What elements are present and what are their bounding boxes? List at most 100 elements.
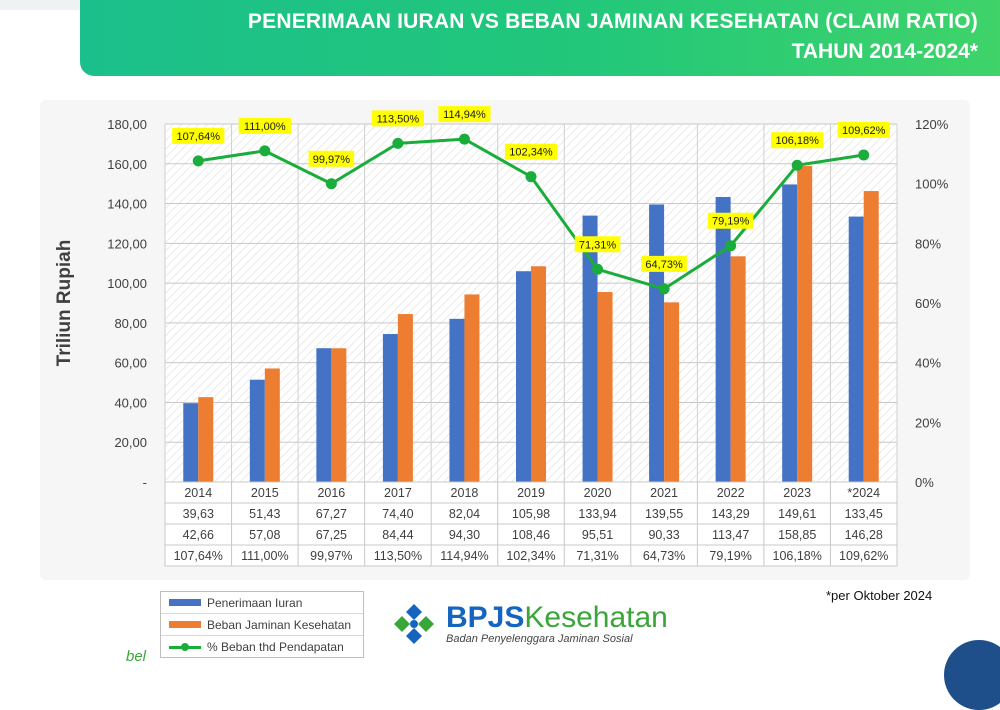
bar-iuran bbox=[649, 204, 665, 482]
ratio-point bbox=[192, 155, 204, 167]
table-cell-iuran: 133,45 bbox=[845, 507, 883, 521]
table-cell-iuran: 82,04 bbox=[449, 507, 480, 521]
corner-text: bel bbox=[126, 648, 147, 665]
y2-tick-label: 0% bbox=[915, 475, 934, 490]
ratio-point bbox=[791, 159, 803, 171]
ratio-label-box bbox=[707, 212, 754, 229]
x-tick-label: 2018 bbox=[451, 486, 479, 500]
y2-tick-label: 120% bbox=[915, 117, 949, 132]
ratio-label-box bbox=[771, 132, 824, 149]
bar-beban bbox=[730, 256, 746, 482]
table-cell-ratio: 99,97% bbox=[310, 549, 352, 563]
y2-tick-label: 60% bbox=[915, 296, 941, 311]
ratio-data-label: 71,31% bbox=[579, 239, 617, 251]
table-cell-beban: 113,47 bbox=[712, 528, 749, 542]
bpjs-logo: BPJSKesehatan Badan Penyelenggara Jamina… bbox=[392, 602, 668, 646]
bar-iuran bbox=[715, 197, 731, 482]
claim-ratio-chart: - 20,00 40,00 60,00 80,00 100,00 120,00 140,00 1… bbox=[54, 106, 949, 567]
x-tick-label: 2015 bbox=[251, 486, 279, 500]
ratio-point bbox=[592, 263, 604, 275]
bar-beban bbox=[464, 294, 480, 482]
ratio-point bbox=[525, 171, 537, 183]
bar-iuran bbox=[249, 379, 265, 482]
bar-beban bbox=[264, 368, 280, 482]
ratio-data-label: 114,94% bbox=[443, 109, 486, 121]
bar-beban bbox=[597, 292, 613, 482]
y-tick-label: 160,00 bbox=[107, 157, 147, 172]
x-tick-label: 2017 bbox=[384, 486, 412, 500]
x-tick-label: *2024 bbox=[847, 486, 880, 500]
table-cell-iuran: 67,27 bbox=[316, 507, 347, 521]
ratio-label-box bbox=[574, 236, 621, 253]
ratio-data-label: 106,18% bbox=[775, 135, 819, 147]
table-cell-beban: 42,66 bbox=[183, 528, 214, 542]
ratio-point bbox=[259, 145, 271, 157]
ratio-point bbox=[858, 149, 870, 161]
x-tick-label: 2014 bbox=[184, 486, 212, 500]
ratio-data-label: 107,64% bbox=[177, 131, 221, 143]
y-tick-label: 100,00 bbox=[107, 276, 147, 291]
legend-item-iuran: Penerimaan Iuran bbox=[161, 592, 363, 614]
table-cell-ratio: 109,62% bbox=[839, 549, 888, 563]
table-cell-beban: 146,28 bbox=[845, 528, 883, 542]
table-cell-iuran: 39,63 bbox=[183, 507, 214, 521]
table-cell-iuran: 74,40 bbox=[382, 507, 413, 521]
bar-iuran bbox=[316, 348, 332, 482]
table-cell-ratio: 64,73% bbox=[643, 549, 685, 563]
chart-subtitle: TAHUN 2014-2024* bbox=[791, 40, 978, 63]
table-cell-beban: 67,25 bbox=[316, 528, 347, 542]
bar-iuran bbox=[382, 334, 398, 482]
ratio-data-label: 79,19% bbox=[712, 216, 750, 228]
ratio-label-box bbox=[438, 106, 491, 123]
ratio-data-label: 102,34% bbox=[509, 147, 553, 159]
bar-iuran bbox=[848, 216, 864, 483]
ratio-data-label: 111,00% bbox=[244, 121, 286, 133]
legend-swatch-beban bbox=[169, 621, 201, 628]
bar-iuran bbox=[449, 318, 465, 482]
legend: Penerimaan Iuran Beban Jaminan Kesehatan… bbox=[160, 591, 364, 658]
table-cell-beban: 158,85 bbox=[778, 528, 816, 542]
logo-subtitle: Badan Penyelenggara Jaminan Sosial bbox=[446, 633, 633, 645]
y-tick-label: 20,00 bbox=[114, 435, 147, 450]
x-tick-label: 2019 bbox=[517, 486, 545, 500]
ratio-data-label: 113,50% bbox=[377, 113, 420, 125]
legend-item-ratio: % Beban thd Pendapatan bbox=[161, 636, 363, 657]
legend-item-beban: Beban Jaminan Kesehatan bbox=[161, 614, 363, 636]
y-tick-label: 40,00 bbox=[114, 395, 147, 410]
x-tick-label: 2022 bbox=[717, 486, 745, 500]
logo-name: BPJSKesehatan bbox=[446, 601, 668, 634]
y2-tick-label: 80% bbox=[915, 236, 941, 251]
legend-label-ratio: % Beban thd Pendapatan bbox=[207, 639, 344, 654]
table-cell-ratio: 107,64% bbox=[174, 549, 223, 563]
ratio-data-label: 109,62% bbox=[842, 125, 886, 137]
bar-iuran bbox=[582, 215, 598, 482]
table-cell-beban: 94,30 bbox=[449, 528, 480, 542]
table-cell-ratio: 71,31% bbox=[576, 549, 618, 563]
table-cell-ratio: 111,00% bbox=[241, 549, 289, 563]
top-decoration bbox=[0, 0, 80, 10]
table-cell-ratio: 102,34% bbox=[506, 549, 555, 563]
ratio-point bbox=[658, 283, 670, 295]
legend-label-iuran: Penerimaan Iuran bbox=[207, 595, 303, 610]
ratio-point bbox=[458, 133, 470, 145]
y2-tick-label: 20% bbox=[915, 415, 941, 430]
corner-decoration bbox=[944, 640, 1000, 710]
x-tick-label: 2020 bbox=[584, 486, 612, 500]
table-cell-beban: 90,33 bbox=[648, 528, 679, 542]
bar-beban bbox=[198, 397, 214, 482]
x-tick-label: 2023 bbox=[783, 486, 811, 500]
y-tick-label: 140,00 bbox=[107, 197, 147, 212]
bar-beban bbox=[331, 348, 347, 482]
ratio-point bbox=[725, 240, 737, 252]
table-cell-beban: 108,46 bbox=[512, 528, 550, 542]
table-cell-ratio: 113,50% bbox=[374, 549, 422, 563]
bar-iuran bbox=[782, 184, 798, 483]
table-cell-beban: 95,51 bbox=[582, 528, 613, 542]
legend-label-beban: Beban Jaminan Kesehatan bbox=[207, 617, 352, 632]
x-tick-label: 2021 bbox=[650, 486, 678, 500]
bar-iuran bbox=[516, 271, 531, 482]
table-cell-beban: 84,44 bbox=[382, 528, 413, 542]
y-tick-label: - bbox=[143, 475, 147, 490]
y2-tick-label: 40% bbox=[915, 356, 941, 371]
ratio-label-box bbox=[308, 150, 355, 167]
